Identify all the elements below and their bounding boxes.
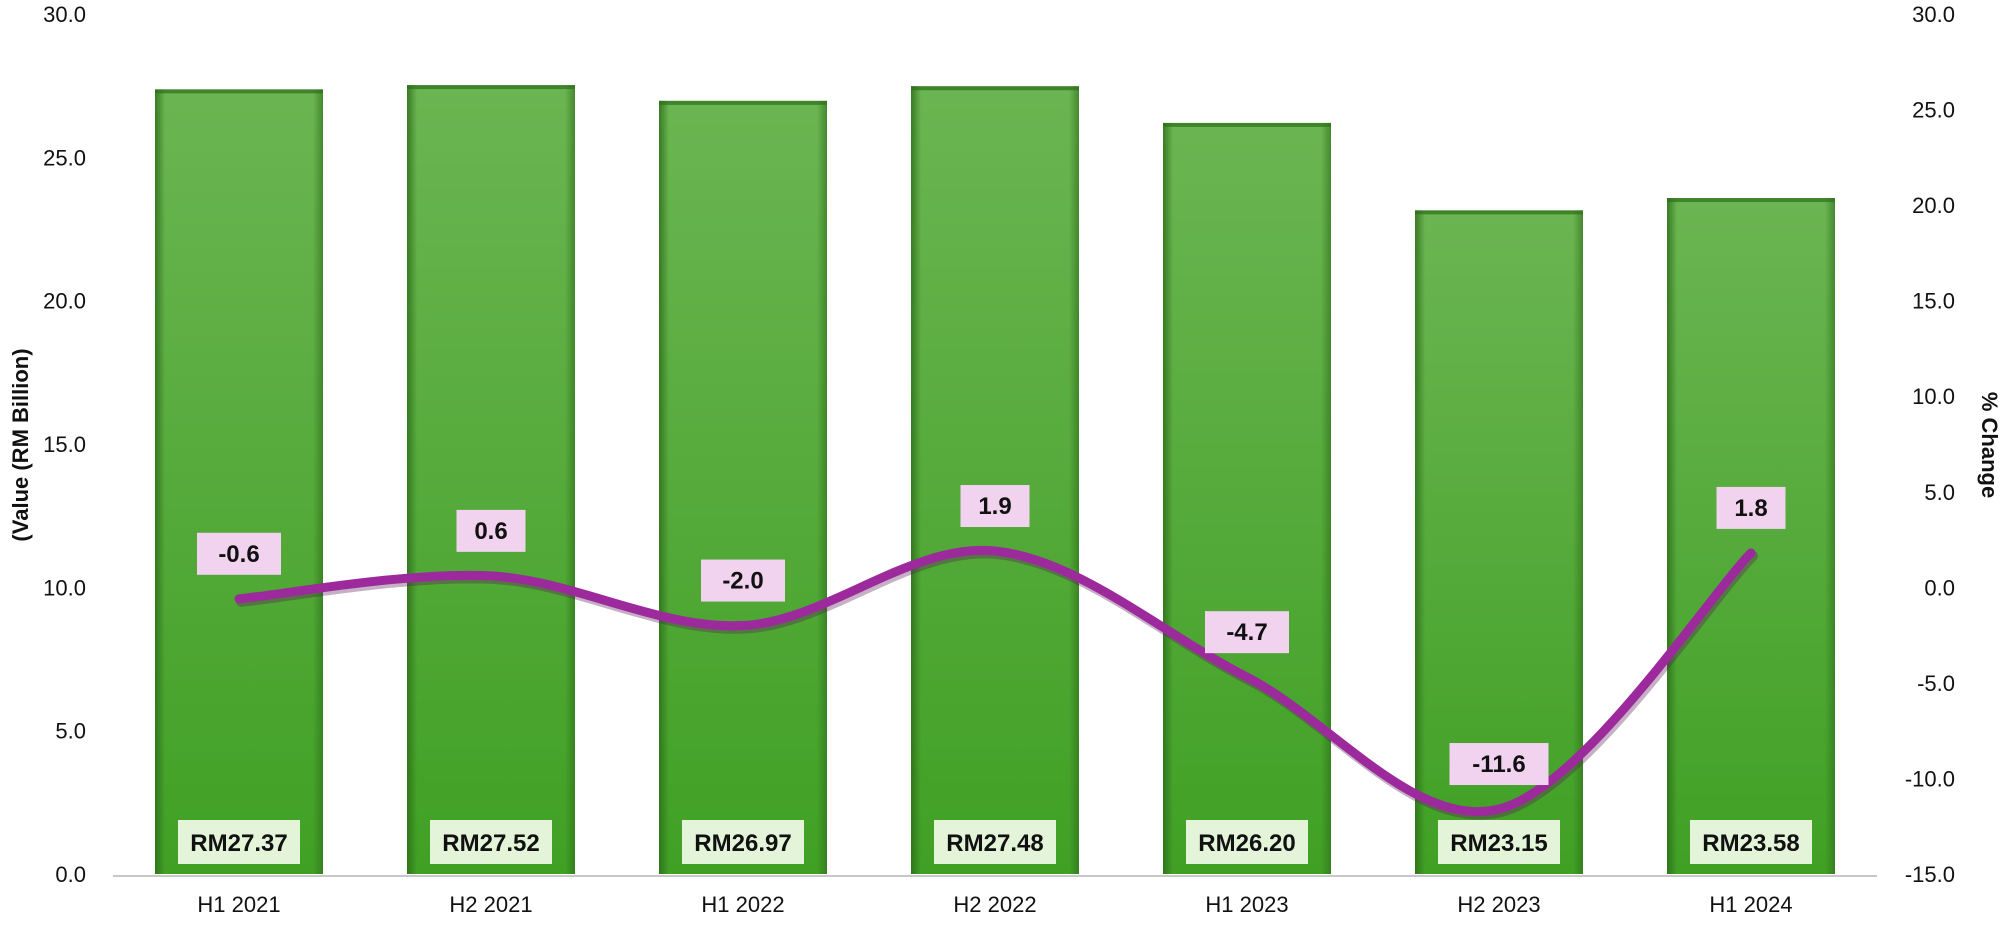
bar-data-label-box <box>1186 820 1308 864</box>
x-tick-label: H2 2022 <box>953 892 1036 917</box>
line-point <box>1498 808 1500 811</box>
bar-data-label: RM23.15 <box>1450 830 1547 857</box>
y2-tick-label: 25.0 <box>1912 98 1955 123</box>
line-data-label-box <box>701 559 785 602</box>
line-point <box>742 624 744 627</box>
bar-edge-shade <box>659 100 827 875</box>
bar-top-edge <box>155 89 323 94</box>
bar-edge-shade <box>1163 122 1331 874</box>
y-tick-label: 25.0 <box>43 145 86 170</box>
y-axis-label: (Value (RM Billion) <box>8 348 33 541</box>
line-data-label-box <box>197 532 281 575</box>
bar-data-label: RM23.58 <box>1702 830 1799 857</box>
line-data-label: -0.6 <box>218 541 259 568</box>
x-tick-label: H2 2021 <box>449 892 532 917</box>
bar-data-label: RM27.52 <box>442 830 539 857</box>
y-tick-label: 5.0 <box>55 719 86 744</box>
y2-tick-label: 30.0 <box>1912 2 1955 27</box>
y2-tick-label: 10.0 <box>1912 384 1955 409</box>
line-point <box>994 550 996 553</box>
line-data-label-box <box>456 509 526 552</box>
line-point <box>238 597 240 600</box>
x-tick-label: H2 2023 <box>1457 892 1540 917</box>
bar-edge-shade <box>407 85 575 875</box>
line-data-label-box <box>1716 486 1786 529</box>
bar-edge-shade <box>911 86 1079 875</box>
bar-data-label: RM26.97 <box>694 830 791 857</box>
bar-data-label-box <box>430 820 552 864</box>
bar-top-edge <box>659 100 827 105</box>
y2-tick-label: -10.0 <box>1905 766 1955 791</box>
bar-top-edge <box>1163 122 1331 127</box>
x-tick-label: H1 2021 <box>197 892 280 917</box>
line-data-label: 1.8 <box>1734 495 1767 522</box>
y2-axis-label: % Change <box>1977 392 2000 498</box>
y-tick-label: 10.0 <box>43 575 86 600</box>
line-layer: -0.6 0.6 -2.0 1.9 -4.7 -11.6 1.8 <box>197 485 1786 820</box>
x-tick-label: H1 2024 <box>1709 892 1792 917</box>
bar-data-label-box <box>682 820 804 864</box>
line-data-label: 1.9 <box>978 493 1011 520</box>
line-data-label-box <box>960 485 1030 528</box>
bar-data-label-box <box>1690 820 1812 864</box>
bar-data-label-box <box>934 820 1056 864</box>
bar-edge-shade <box>155 89 323 875</box>
line-data-label: -4.7 <box>1226 619 1267 646</box>
bar-top-edge <box>911 86 1079 91</box>
x-tick-label: H1 2022 <box>701 892 784 917</box>
y-tick-label: 15.0 <box>43 432 86 457</box>
line-point <box>490 574 492 577</box>
y-tick-label: 0.0 <box>55 862 86 887</box>
line-data-label: 0.6 <box>474 518 507 545</box>
bar-top-edge <box>1415 210 1583 215</box>
bar-data-label: RM27.48 <box>946 830 1043 857</box>
axes-layer: H1 2021 H2 2021 H1 2022 H2 2022 H1 2023 H2 20… <box>43 2 1955 917</box>
y2-tick-label: 5.0 <box>1924 480 1955 505</box>
bar-data-label: RM26.20 <box>1198 830 1295 857</box>
line-data-label-box <box>1205 611 1289 654</box>
bar-data-label-box <box>1438 820 1560 864</box>
y2-tick-label: 15.0 <box>1912 289 1955 314</box>
line-series <box>234 545 1756 816</box>
bar-data-label-box <box>178 820 300 864</box>
bar-edge-shade <box>1667 198 1835 875</box>
line-point <box>1246 676 1248 679</box>
y-tick-label: 20.0 <box>43 289 86 314</box>
line-data-label: -11.6 <box>1472 751 1525 778</box>
y2-tick-label: -15.0 <box>1905 862 1955 887</box>
y2-tick-label: -5.0 <box>1917 671 1955 696</box>
bar-top-edge <box>1667 198 1835 203</box>
x-tick-label: H1 2023 <box>1205 892 1288 917</box>
line-point <box>1750 551 1752 554</box>
y-tick-label: 30.0 <box>43 2 86 27</box>
bar-top-edge <box>407 85 575 90</box>
line-data-label: -2.0 <box>722 568 763 595</box>
bars-layer: RM27.37 RM27.52 RM26.97 RM27.48 RM26.20 RM23.… <box>155 85 1835 875</box>
y2-tick-label: 20.0 <box>1912 193 1955 218</box>
bar-data-label: RM27.37 <box>190 830 287 857</box>
y2-tick-label: 0.0 <box>1924 575 1955 600</box>
line-data-label-box <box>1449 743 1549 786</box>
